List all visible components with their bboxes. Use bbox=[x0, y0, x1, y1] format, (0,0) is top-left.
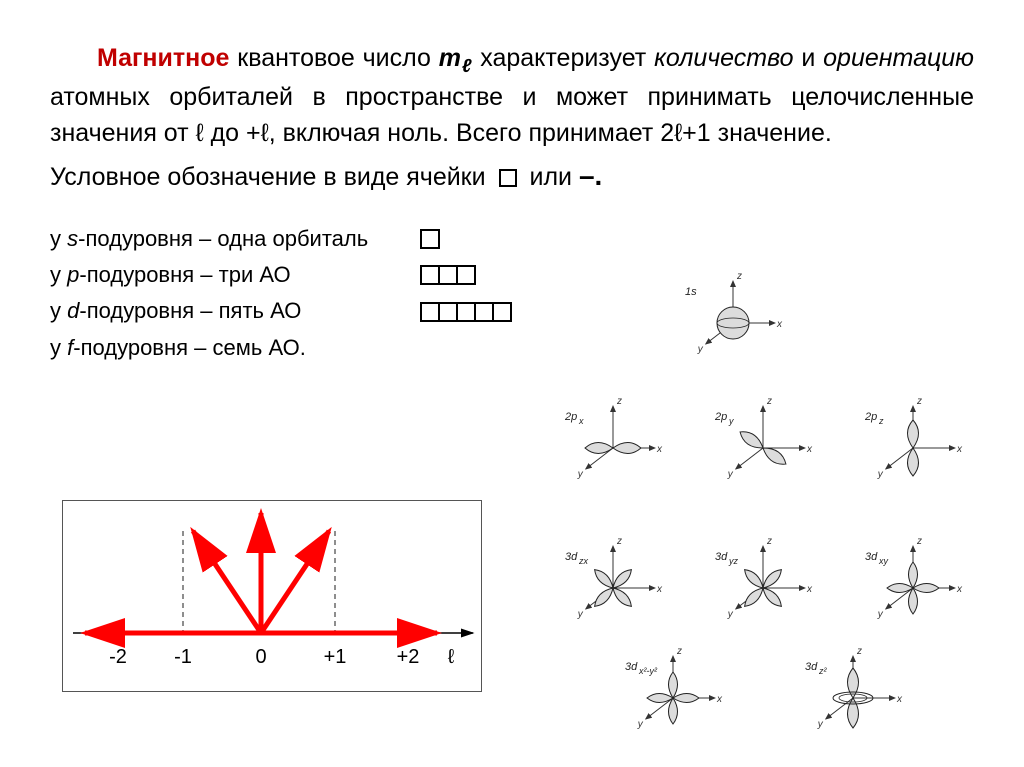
svg-text:y: y bbox=[577, 609, 584, 620]
orbital-panel: zxy1szxy2pxzxy2pyzxy2pzzxy3dzxzxy3dyzzxy… bbox=[543, 268, 988, 738]
svg-text:y: y bbox=[817, 719, 824, 730]
svg-text:x: x bbox=[656, 444, 663, 455]
svg-text:z: z bbox=[766, 536, 772, 547]
svg-text:3d: 3d bbox=[565, 551, 578, 563]
svg-text:x: x bbox=[806, 444, 813, 455]
orbital-boxes-d bbox=[420, 302, 512, 322]
svg-text:z: z bbox=[856, 646, 862, 657]
svg-text:3d: 3d bbox=[625, 661, 638, 673]
svg-text:3d: 3d bbox=[865, 551, 878, 563]
orbital-boxes-p bbox=[420, 265, 476, 285]
svg-text:+2: +2 bbox=[397, 646, 420, 668]
vector-svg: -2 -1 0 +1 +2 ℓ bbox=[63, 501, 483, 693]
svg-text:y: y bbox=[728, 416, 734, 426]
svg-text:-1: -1 bbox=[174, 646, 192, 668]
svg-text:z: z bbox=[766, 396, 772, 407]
svg-text:+1: +1 bbox=[324, 646, 347, 668]
svg-text:y: y bbox=[877, 609, 884, 620]
svg-text:0: 0 bbox=[255, 646, 266, 668]
svg-text:z: z bbox=[916, 536, 922, 547]
orbital-boxes-s bbox=[420, 229, 440, 249]
svg-text:zx: zx bbox=[578, 556, 589, 566]
cell-icon bbox=[499, 169, 517, 187]
text-frag: атомных орбиталей в пространстве и может… bbox=[50, 83, 974, 147]
svg-text:z: z bbox=[736, 271, 742, 282]
svg-text:y: y bbox=[877, 469, 884, 480]
paragraph-2: Условное обозначение в виде ячейки или –… bbox=[50, 156, 974, 197]
svg-text:x: x bbox=[956, 444, 963, 455]
svg-text:z: z bbox=[616, 396, 622, 407]
svg-text:1s: 1s bbox=[685, 286, 697, 298]
svg-text:x: x bbox=[716, 694, 723, 705]
svg-text:x: x bbox=[578, 416, 584, 426]
text-frag: или bbox=[530, 163, 573, 191]
orbital-svg: zxy1szxy2pxzxy2pyzxy2pzzxy3dzxzxy3dyzzxy… bbox=[543, 268, 988, 738]
svg-text:y: y bbox=[727, 469, 734, 480]
svg-text:y: y bbox=[637, 719, 644, 730]
word-orientation: ориентацию bbox=[823, 44, 974, 72]
text-frag: характеризует bbox=[472, 44, 654, 72]
svg-text:yz: yz bbox=[728, 556, 739, 566]
svg-text:y: y bbox=[577, 469, 584, 480]
sublevel-row-s: у s-подуровня – одна орбиталь bbox=[50, 222, 974, 256]
vector-diagram: -2 -1 0 +1 +2 ℓ bbox=[62, 500, 482, 692]
svg-text:z: z bbox=[616, 536, 622, 547]
svg-text:2p: 2p bbox=[714, 411, 727, 423]
svg-text:x: x bbox=[776, 319, 783, 330]
text-frag: Условное обозначение в виде ячейки bbox=[50, 163, 486, 191]
svg-text:z: z bbox=[878, 416, 884, 426]
dash-icon: –. bbox=[579, 160, 602, 191]
paragraph-1: Магнитное квантовое число mℓ характеризу… bbox=[50, 40, 974, 152]
svg-text:x: x bbox=[956, 584, 963, 595]
word-magnetic: Магнитное bbox=[97, 44, 229, 72]
svg-text:x²-y²: x²-y² bbox=[638, 666, 658, 676]
svg-text:-2: -2 bbox=[109, 646, 127, 668]
text-frag: и bbox=[794, 44, 824, 72]
svg-text:y: y bbox=[697, 344, 704, 355]
svg-text:ℓ: ℓ bbox=[448, 646, 455, 668]
svg-text:2p: 2p bbox=[564, 411, 577, 423]
svg-text:3d: 3d bbox=[805, 661, 818, 673]
svg-text:z²: z² bbox=[818, 666, 828, 676]
svg-text:3d: 3d bbox=[715, 551, 728, 563]
text-frag: квантовое число bbox=[229, 44, 438, 72]
svg-text:x: x bbox=[806, 584, 813, 595]
svg-text:y: y bbox=[727, 609, 734, 620]
svg-text:x: x bbox=[656, 584, 663, 595]
word-quantity: количество bbox=[654, 44, 793, 72]
svg-text:xy: xy bbox=[878, 556, 889, 566]
svg-text:x: x bbox=[896, 694, 903, 705]
svg-text:z: z bbox=[916, 396, 922, 407]
svg-text:2p: 2p bbox=[864, 411, 877, 423]
symbol-ml: mℓ bbox=[439, 44, 473, 72]
svg-text:z: z bbox=[676, 646, 682, 657]
